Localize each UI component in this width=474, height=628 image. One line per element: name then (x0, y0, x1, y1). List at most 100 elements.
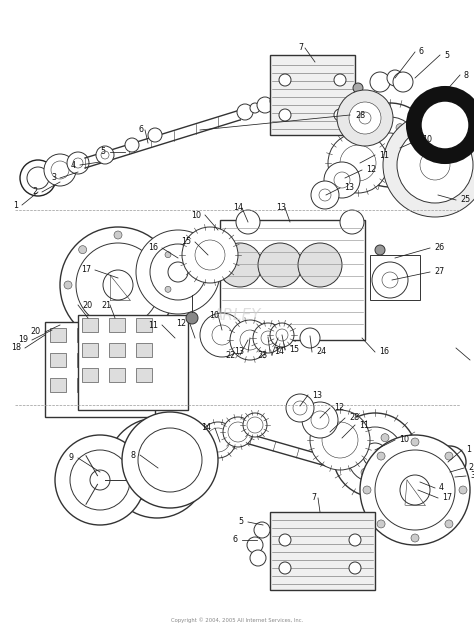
Text: 14: 14 (201, 423, 211, 433)
Text: 5: 5 (239, 517, 244, 526)
Circle shape (218, 243, 262, 287)
Circle shape (381, 468, 389, 476)
Text: 16: 16 (148, 244, 158, 252)
Bar (109, 343, 125, 357)
Circle shape (391, 451, 399, 459)
Circle shape (302, 402, 338, 438)
Bar (82, 343, 98, 357)
Circle shape (223, 417, 253, 447)
Circle shape (376, 124, 384, 132)
Text: 3: 3 (470, 472, 474, 480)
Circle shape (377, 520, 385, 528)
Circle shape (407, 87, 474, 163)
Circle shape (349, 102, 381, 134)
Circle shape (300, 328, 320, 348)
Text: 1: 1 (466, 445, 471, 455)
Circle shape (64, 281, 72, 289)
Circle shape (459, 486, 467, 494)
Circle shape (334, 74, 346, 86)
Circle shape (186, 312, 198, 324)
Circle shape (377, 452, 385, 460)
Circle shape (381, 434, 389, 441)
Text: 11: 11 (359, 421, 369, 430)
Circle shape (148, 128, 162, 142)
Text: 14: 14 (233, 203, 243, 212)
Bar (104, 328, 120, 342)
Circle shape (375, 245, 385, 255)
Text: 13: 13 (344, 183, 354, 193)
Circle shape (247, 537, 263, 553)
Bar (109, 318, 125, 332)
Circle shape (254, 522, 270, 538)
Text: 25: 25 (460, 195, 470, 205)
Circle shape (125, 138, 139, 152)
Text: Copyright © 2004, 2005 All Internet Services, Inc.: Copyright © 2004, 2005 All Internet Serv… (171, 617, 303, 623)
Circle shape (138, 428, 202, 492)
Circle shape (328, 133, 388, 193)
Bar (220, 220, 365, 340)
Text: 7: 7 (299, 43, 303, 53)
Text: 12: 12 (366, 166, 376, 175)
Circle shape (397, 127, 473, 203)
Circle shape (361, 434, 369, 441)
Text: 11: 11 (379, 151, 389, 160)
Circle shape (236, 210, 260, 234)
Bar (50, 378, 66, 392)
Circle shape (360, 435, 470, 545)
Text: 5: 5 (444, 50, 449, 60)
Circle shape (421, 458, 439, 476)
Text: ARLEY: ARLEY (213, 308, 261, 323)
Text: 7: 7 (311, 494, 317, 502)
Circle shape (230, 320, 270, 360)
Circle shape (182, 227, 238, 283)
Circle shape (200, 422, 236, 458)
Circle shape (136, 230, 220, 314)
Text: 2: 2 (33, 188, 38, 197)
Circle shape (333, 413, 417, 497)
Circle shape (383, 113, 474, 217)
Circle shape (200, 313, 244, 357)
Text: 13: 13 (312, 391, 322, 399)
Text: 24: 24 (316, 347, 326, 357)
Bar (136, 368, 152, 382)
Circle shape (298, 243, 342, 287)
Circle shape (279, 562, 291, 574)
Circle shape (361, 468, 369, 476)
Circle shape (270, 323, 294, 347)
Circle shape (79, 246, 87, 254)
Circle shape (349, 534, 361, 546)
Text: 28: 28 (349, 413, 359, 423)
Text: 9: 9 (466, 95, 471, 104)
Text: 8: 8 (464, 70, 469, 80)
Text: 10: 10 (209, 310, 219, 320)
Circle shape (363, 486, 371, 494)
Circle shape (411, 438, 419, 446)
Text: 12: 12 (176, 320, 186, 328)
Text: 12: 12 (334, 404, 344, 413)
Text: 6: 6 (233, 536, 238, 544)
Circle shape (421, 101, 469, 149)
Text: 3: 3 (51, 173, 56, 183)
Bar (82, 318, 98, 332)
Text: 6: 6 (138, 126, 144, 134)
Text: 16: 16 (379, 347, 389, 357)
Circle shape (445, 452, 453, 460)
Circle shape (348, 103, 432, 187)
Text: 15: 15 (289, 345, 299, 354)
Text: 17: 17 (442, 494, 452, 502)
Circle shape (393, 72, 413, 92)
Text: 11: 11 (148, 320, 158, 330)
Bar (270, 55, 355, 135)
Circle shape (340, 210, 364, 234)
Circle shape (250, 103, 260, 113)
Text: 27: 27 (434, 268, 444, 276)
Text: 26: 26 (434, 244, 444, 252)
Bar (136, 343, 152, 357)
Text: 4: 4 (439, 484, 444, 492)
Circle shape (311, 181, 339, 209)
Text: 19: 19 (18, 335, 28, 345)
Circle shape (445, 520, 453, 528)
Text: 20: 20 (31, 327, 41, 337)
Bar (270, 512, 375, 590)
Circle shape (434, 446, 466, 478)
